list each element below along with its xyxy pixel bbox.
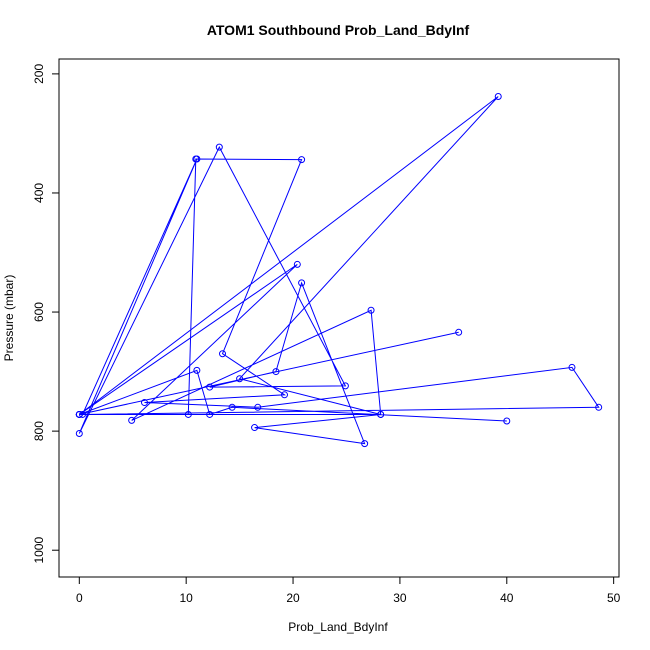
x-tick-label: 20: [286, 591, 300, 605]
y-tick-label: 400: [32, 183, 46, 203]
data-point: [595, 403, 603, 411]
data-point: [228, 403, 236, 411]
data-point: [215, 143, 223, 151]
data-point: [293, 260, 301, 268]
data-point: [280, 391, 288, 399]
y-axis: 200 400 600 800 1000: [32, 64, 60, 564]
plot-area: [75, 93, 603, 448]
y-tick-label: 600: [32, 302, 46, 322]
x-axis-label: Prob_Land_BdyInf: [288, 620, 388, 634]
y-axis-label: Pressure (mbar): [2, 275, 16, 362]
data-point: [341, 382, 349, 390]
data-point: [206, 410, 214, 418]
data-point: [236, 375, 244, 383]
data-point: [272, 368, 280, 376]
data-point: [254, 403, 262, 411]
data-point: [140, 399, 148, 407]
data-point: [298, 279, 306, 287]
data-point: [193, 366, 201, 374]
x-axis: 0 10 20 30 40 50: [76, 576, 621, 605]
x-tick-label: 40: [500, 591, 514, 605]
x-tick-label: 10: [179, 591, 193, 605]
data-point: [75, 410, 83, 418]
y-tick-label: 1000: [32, 537, 46, 564]
data-point: [128, 416, 136, 424]
x-tick-label: 30: [393, 591, 407, 605]
data-point: [494, 93, 502, 101]
chart-title: ATOM1 Southbound Prob_Land_BdyInf: [207, 22, 470, 38]
data-point: [206, 383, 214, 391]
data-point: [184, 410, 192, 418]
data-point: [377, 410, 385, 418]
plot-frame: [58, 58, 620, 578]
data-point: [503, 417, 511, 425]
x-tick-label: 50: [607, 591, 621, 605]
y-tick-label: 800: [32, 421, 46, 441]
data-point: [79, 410, 87, 418]
data-point: [367, 306, 375, 314]
data-point: [219, 350, 227, 358]
y-tick-label: 200: [32, 64, 46, 84]
data-point: [361, 440, 369, 448]
data-point: [568, 363, 576, 371]
series-line: [78, 96, 600, 445]
data-point: [192, 155, 200, 163]
x-tick-label: 0: [76, 591, 83, 605]
data-point: [298, 156, 306, 164]
data-point: [251, 424, 259, 432]
data-point: [75, 430, 83, 438]
data-point: [455, 328, 463, 336]
